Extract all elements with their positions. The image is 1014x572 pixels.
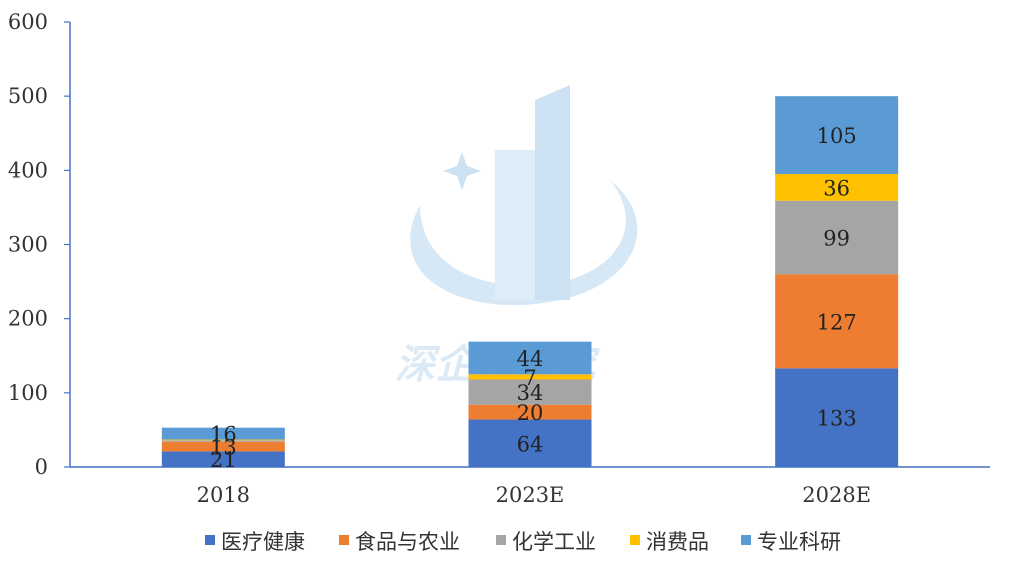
data-label: 44: [517, 347, 544, 371]
data-label: 64: [517, 432, 544, 456]
axes: 0 100 200 300 400 500 600 2018 2023E 2028E: [8, 10, 990, 507]
legend-label: 食品与农业: [355, 530, 460, 554]
bar-segment: [468, 379, 592, 405]
legend-swatch: [496, 535, 506, 545]
y-tick-label: 500: [8, 84, 48, 108]
y-tick-label: 600: [8, 10, 48, 34]
data-label: 127: [817, 310, 857, 334]
bar-segment: [468, 341, 592, 375]
x-tick-label: 2023E: [496, 483, 565, 507]
legend-label: 专业科研: [757, 530, 841, 554]
legend-label: 医疗健康: [221, 530, 305, 554]
bar-segment: [468, 404, 592, 420]
legend-swatch: [205, 535, 215, 545]
data-label: 34: [517, 381, 544, 405]
data-label: 133: [817, 407, 857, 431]
bar-segment: [468, 419, 592, 467]
data-label: 36: [823, 176, 850, 200]
y-tick-label: 300: [8, 233, 48, 257]
x-tick-label: 2018: [197, 483, 250, 507]
legend: 医疗健康 食品与农业 化学工业 消费品 专业科研: [205, 530, 841, 554]
bar-segment: [775, 96, 899, 175]
watermark-star-icon: [443, 152, 481, 190]
data-label: 7: [523, 366, 536, 390]
y-tick-label: 100: [8, 381, 48, 405]
bar-segment: [161, 440, 285, 442]
y-tick-label: 400: [8, 158, 48, 182]
bar-segment: [775, 200, 899, 275]
data-label: 13: [210, 436, 237, 460]
bar-segment: [468, 374, 592, 380]
data-label: 99: [823, 226, 850, 250]
data-label: 105: [817, 124, 857, 148]
data-label: 16: [210, 423, 237, 447]
bar-segment: [775, 274, 899, 369]
legend-swatch: [630, 535, 640, 545]
y-tick-label: 200: [8, 307, 48, 331]
bar-segment: [161, 441, 285, 452]
legend-swatch: [339, 535, 349, 545]
legend-swatch: [741, 535, 751, 545]
watermark-tower-icon: [495, 150, 535, 300]
bar-segment: [161, 427, 285, 440]
bar-segment: [161, 451, 285, 467]
bar-segment: [775, 174, 899, 201]
bar-segment: [161, 439, 285, 441]
data-label: 21: [210, 448, 237, 472]
bars: [161, 96, 899, 467]
watermark-tower-top-icon: [535, 85, 570, 300]
data-label: 20: [517, 401, 544, 425]
bar-segment: [775, 368, 899, 467]
legend-label: 化学工业: [512, 530, 596, 554]
legend-label: 消费品: [646, 530, 709, 554]
y-tick-label: 0: [35, 455, 48, 479]
x-tick-label: 2028E: [802, 483, 871, 507]
